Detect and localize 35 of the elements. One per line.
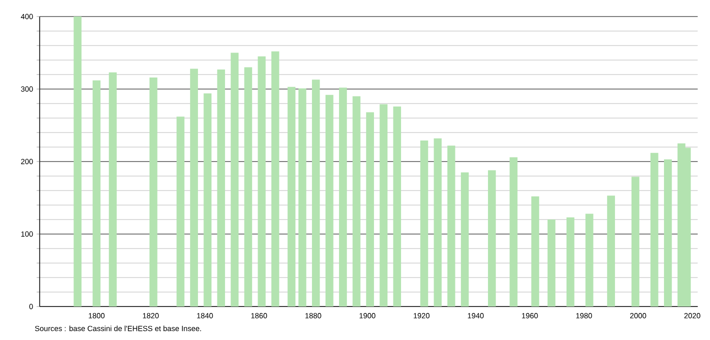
bar xyxy=(531,196,540,307)
bar xyxy=(447,146,456,307)
bar xyxy=(244,67,252,307)
bar xyxy=(217,69,226,307)
bar xyxy=(488,170,496,307)
bar xyxy=(380,104,388,307)
bar xyxy=(288,86,296,307)
bar xyxy=(149,77,158,307)
bar xyxy=(510,157,518,307)
bar xyxy=(566,217,574,307)
bar xyxy=(204,93,212,307)
bar xyxy=(74,16,82,307)
bar xyxy=(650,152,658,307)
bar xyxy=(92,80,100,307)
bar xyxy=(312,80,320,307)
bar xyxy=(258,56,266,307)
bar xyxy=(298,88,306,307)
bar xyxy=(607,196,615,307)
bar xyxy=(190,68,198,307)
bar xyxy=(230,52,239,307)
bar xyxy=(393,106,402,307)
bar xyxy=(325,94,334,307)
bar xyxy=(366,112,374,307)
bar xyxy=(271,51,280,307)
bar xyxy=(339,88,347,307)
bar xyxy=(664,159,672,307)
bar xyxy=(108,72,117,307)
bar xyxy=(434,138,442,307)
bar xyxy=(631,176,640,307)
bar xyxy=(420,140,428,307)
bar xyxy=(460,172,469,307)
bar xyxy=(548,220,556,307)
bar xyxy=(176,116,184,307)
bar xyxy=(585,214,594,307)
bar xyxy=(352,96,360,307)
